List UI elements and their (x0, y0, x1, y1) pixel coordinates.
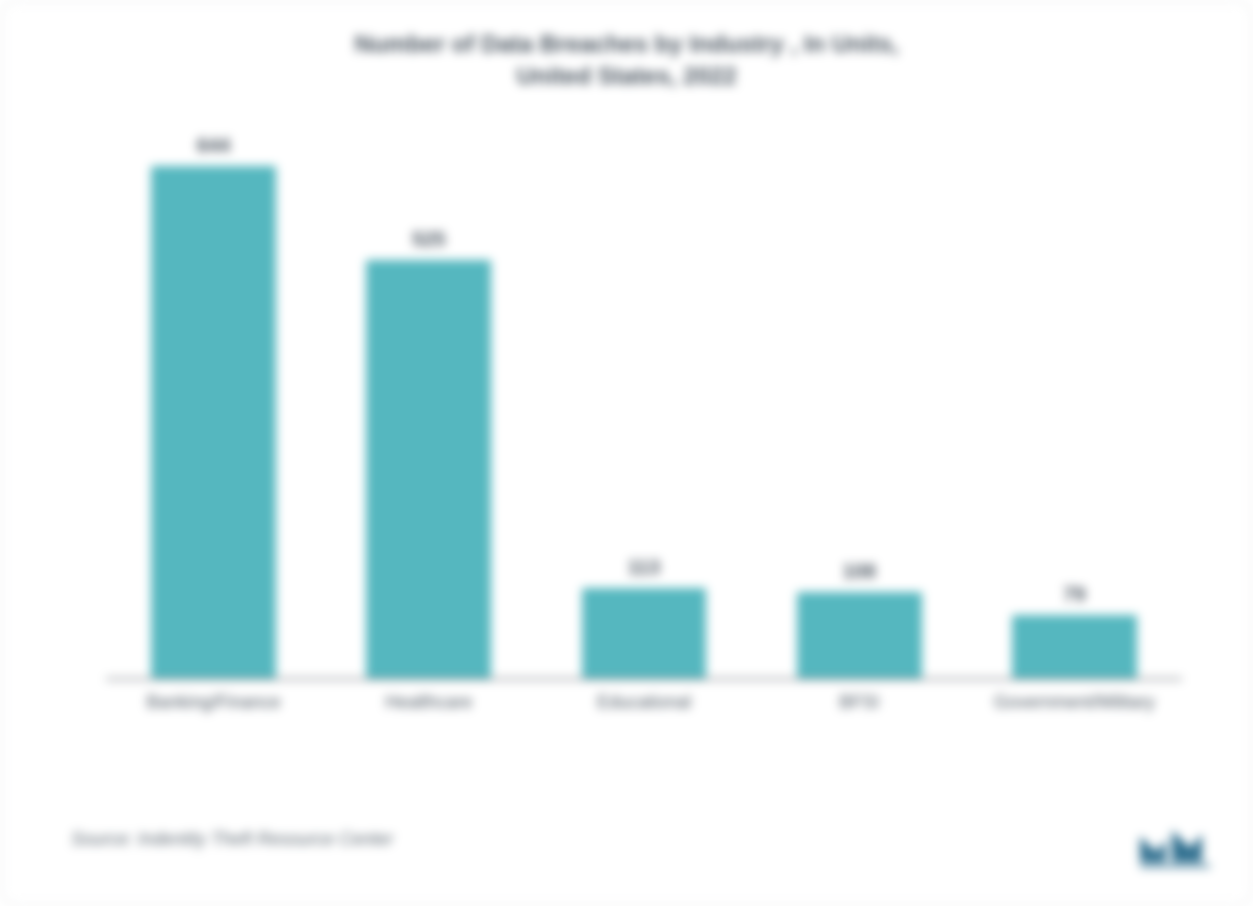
mordor-logo-icon (1138, 822, 1212, 870)
bar-government-military: 79 (967, 121, 1182, 678)
bars-container: 644 525 113 108 79 (106, 121, 1182, 678)
bar-bfsi: 108 (752, 121, 967, 678)
bar-value-label: 79 (1063, 584, 1085, 607)
x-label: Government/Military (967, 680, 1182, 740)
chart-title-line2: United States, 2022 (1, 61, 1252, 93)
chart-area: 644 525 113 108 79 (106, 121, 1182, 740)
bar-value-label: 644 (197, 135, 230, 158)
bar-value-label: 113 (628, 557, 660, 580)
bar-rect (582, 588, 707, 678)
bar-healthcare: 525 (321, 121, 536, 678)
bar-value-label: 525 (412, 229, 445, 252)
bar-rect (1012, 615, 1137, 678)
chart-card: Number of Data Breaches by Industry , In… (0, 0, 1253, 906)
bar-rect (151, 166, 276, 678)
plot-region: 644 525 113 108 79 (106, 121, 1182, 680)
x-label: Healthcare (321, 680, 536, 740)
bar-rect (797, 592, 922, 678)
bar-banking-finance: 644 (106, 121, 321, 678)
brand-logo (1138, 822, 1212, 870)
bar-value-label: 108 (843, 561, 876, 584)
source-attribution: Source: Indentity Theft Resource Center (71, 829, 393, 850)
bar-rect (366, 260, 491, 678)
x-label: BFSI (752, 680, 967, 740)
bar-educational: 113 (536, 121, 751, 678)
x-label: Banking/Finance (106, 680, 321, 740)
chart-title-line1: Number of Data Breaches by Industry , In… (1, 29, 1252, 61)
x-label: Educational (536, 680, 751, 740)
chart-title: Number of Data Breaches by Industry , In… (1, 29, 1252, 94)
x-axis-labels: Banking/Finance Healthcare Educational B… (106, 680, 1182, 740)
